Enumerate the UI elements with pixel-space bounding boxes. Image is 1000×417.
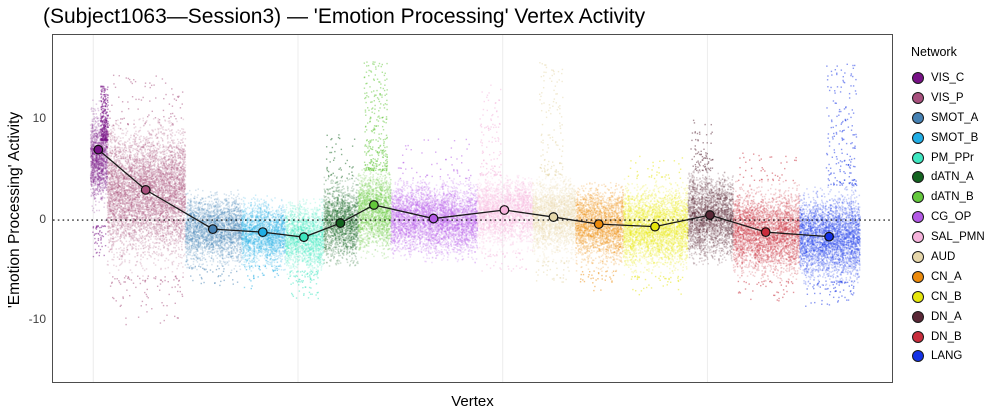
legend-item-label: LANG: [931, 350, 963, 363]
scatter-canvas: [53, 35, 892, 382]
network-color-dot-icon: [912, 71, 924, 84]
y-tick-label: 10: [32, 110, 46, 125]
legend-item-label: CG_OP: [931, 211, 972, 224]
legend-item: SAL_PMN: [909, 227, 985, 247]
legend-item-label: dATN_A: [931, 171, 974, 184]
network-color-dot-icon: [912, 231, 924, 244]
network-color-dot-icon: [912, 330, 924, 343]
plot-panel: [52, 34, 893, 383]
network-color-dot-icon: [912, 290, 924, 303]
legend-item-label: CN_A: [931, 270, 962, 283]
network-color-dot-icon: [912, 250, 924, 263]
x-axis-title: Vertex: [451, 393, 494, 410]
legend-item-label: SMOT_A: [931, 111, 979, 124]
legend-item: AUD: [909, 247, 985, 267]
legend-item-label: VIS_P: [931, 91, 964, 104]
legend-item: CN_B: [909, 287, 985, 307]
network-color-dot-icon: [912, 211, 924, 224]
legend-item: PM_PPr: [909, 148, 985, 168]
legend-item-label: PM_PPr: [931, 151, 974, 164]
legend-item: CN_A: [909, 267, 985, 287]
network-color-dot-icon: [912, 91, 924, 104]
network-color-dot-icon: [912, 310, 924, 323]
legend-item: SMOT_A: [909, 108, 985, 128]
legend-item: DN_B: [909, 327, 985, 347]
legend-item-label: VIS_C: [931, 71, 965, 84]
legend-item-label: SMOT_B: [931, 131, 979, 144]
chart-title: (Subject1063—Session3) — 'Emotion Proces…: [43, 5, 646, 28]
legend-item: CG_OP: [909, 207, 985, 227]
network-color-dot-icon: [912, 270, 924, 283]
legend-title: Network: [911, 45, 957, 59]
legend-item-label: dATN_B: [931, 191, 974, 204]
legend-item: VIS_C: [909, 68, 985, 88]
network-color-dot-icon: [912, 151, 924, 164]
legend: Network VIS_C VIS_P SMOT_A SMOT_B PM_PPr dATN…: [909, 45, 985, 366]
legend-item-label: CN_B: [931, 290, 962, 303]
legend-item: VIS_P: [909, 88, 985, 108]
legend-item-label: DN_A: [931, 310, 962, 323]
network-color-dot-icon: [912, 350, 924, 363]
network-color-dot-icon: [912, 111, 924, 124]
y-tick-label: 0: [39, 211, 46, 226]
legend-item-label: SAL_PMN: [931, 231, 985, 244]
legend-item: LANG: [909, 346, 985, 366]
legend-item: DN_A: [909, 307, 985, 327]
legend-item: dATN_A: [909, 167, 985, 187]
legend-item: dATN_B: [909, 187, 985, 207]
network-color-dot-icon: [912, 131, 924, 144]
y-tick-label: -10: [28, 312, 46, 327]
legend-item: SMOT_B: [909, 128, 985, 148]
legend-item-label: AUD: [931, 250, 956, 263]
legend-items: VIS_C VIS_P SMOT_A SMOT_B PM_PPr dATN_A dATN_B…: [909, 68, 985, 366]
legend-item-label: DN_B: [931, 330, 962, 343]
network-color-dot-icon: [912, 171, 924, 184]
network-color-dot-icon: [912, 191, 924, 204]
